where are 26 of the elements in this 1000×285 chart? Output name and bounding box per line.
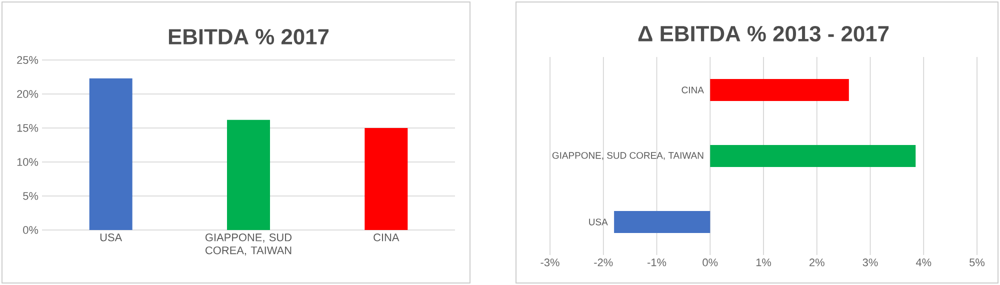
chart-title: EBITDA % 2017	[168, 28, 329, 45]
x-tick-label: GIAPPONE, SUD COREA, TAIWAN	[206, 234, 292, 256]
y-tick-label: 20%	[17, 90, 38, 98]
y-tick-label: 0%	[23, 226, 38, 234]
bar	[227, 120, 270, 230]
y-tick-label: 25%	[17, 56, 38, 64]
bar	[89, 78, 132, 230]
x-tick-label: 1%	[756, 258, 772, 266]
x-tick-label: 3%	[862, 258, 878, 266]
bar	[364, 128, 408, 230]
bar	[614, 211, 710, 233]
x-tick-label: USA	[100, 234, 122, 242]
y-tick-label: 15%	[17, 124, 38, 132]
x-tick-label: -3%	[540, 258, 560, 266]
x-tick-label: -2%	[594, 258, 613, 266]
bar	[710, 145, 916, 167]
x-tick-label: 4%	[916, 258, 932, 266]
y-tick-label: 5%	[23, 192, 38, 200]
x-tick-label: -1%	[648, 258, 666, 266]
x-tick-label: CINA	[374, 234, 400, 242]
x-tick-label: 0%	[702, 258, 718, 266]
x-tick-label: 5%	[970, 258, 985, 266]
y-tick-label: 10%	[17, 158, 38, 166]
chart-title: Δ EBITDA % 2013 - 2017	[638, 26, 889, 42]
bar	[710, 79, 849, 101]
x-tick-label: 2%	[810, 258, 824, 266]
